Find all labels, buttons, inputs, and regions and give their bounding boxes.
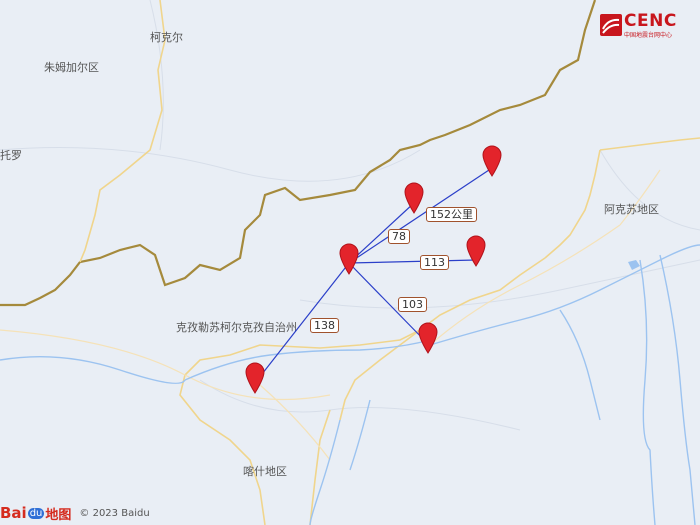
cenc-subtitle: 中国地震台网中心 — [624, 32, 673, 39]
place-label-akesu: 阿克苏地区 — [604, 203, 659, 216]
place-label-zhumujiaer: 朱姆加尔区 — [44, 61, 99, 74]
line-113 — [348, 259, 477, 264]
baidu-logo-map: 地图 — [45, 507, 72, 523]
line-78 — [348, 202, 415, 264]
distance-label-113: 113 — [420, 255, 449, 270]
national-border — [0, 0, 597, 307]
earthquake-pin-icon[interactable] — [482, 145, 502, 177]
epicenter-pin-icon[interactable] — [339, 243, 359, 275]
earthquake-pin-icon[interactable] — [404, 182, 424, 214]
earthquake-pin-icon[interactable] — [418, 322, 438, 354]
distance-label-152: 152公里 — [426, 207, 477, 222]
place-label-tuoluo: 托罗 — [0, 149, 22, 162]
cenc-logo: CENC 中国地震台网中心 — [598, 8, 690, 42]
baidu-attribution: Bai du 地图 © 2023 Baidu — [0, 503, 150, 523]
earthquake-pin-icon[interactable] — [466, 235, 486, 267]
line-103 — [348, 262, 429, 345]
baidu-logo-bai: Bai — [0, 504, 27, 522]
line-152 — [348, 167, 493, 264]
place-label-kekeer: 柯克尔 — [150, 31, 183, 44]
line-138 — [254, 262, 350, 384]
distance-label-78: 78 — [388, 229, 410, 244]
distance-label-138: 138 — [310, 318, 339, 333]
place-label-kashi: 喀什地区 — [243, 465, 287, 478]
earthquake-pin-icon[interactable] — [245, 362, 265, 394]
distance-label-103: 103 — [398, 297, 427, 312]
copyright-text: © 2023 Baidu — [79, 507, 150, 519]
cenc-emblem-icon — [600, 14, 622, 36]
baidu-logo-du: du — [27, 507, 45, 519]
place-label-kezhou: 克孜勒苏柯尔克孜自治州 — [176, 321, 297, 334]
cenc-wordmark: CENC — [624, 11, 677, 31]
